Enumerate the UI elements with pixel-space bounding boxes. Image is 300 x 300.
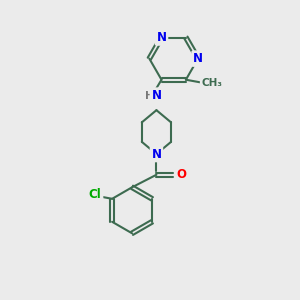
Text: H: H bbox=[145, 91, 154, 100]
Text: N: N bbox=[152, 148, 161, 160]
Text: Cl: Cl bbox=[89, 188, 102, 201]
Text: CH₃: CH₃ bbox=[201, 78, 222, 88]
Text: N: N bbox=[157, 31, 166, 44]
Text: N: N bbox=[193, 52, 203, 65]
Text: O: O bbox=[177, 168, 187, 181]
Text: N: N bbox=[152, 89, 161, 102]
